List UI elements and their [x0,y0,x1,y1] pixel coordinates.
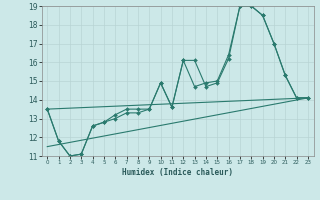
X-axis label: Humidex (Indice chaleur): Humidex (Indice chaleur) [122,168,233,177]
